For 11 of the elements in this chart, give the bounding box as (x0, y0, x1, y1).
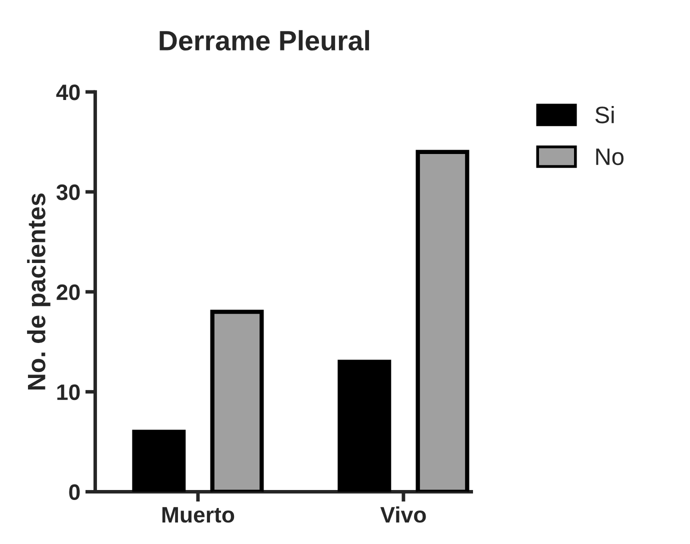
chart-title: Derrame Pleural (160, 30, 370, 51)
legend-label: Si (595, 106, 614, 124)
y-tick-label: 40 (56, 84, 80, 100)
y-tick-label: 20 (56, 284, 80, 300)
y-tick-label: 10 (57, 384, 80, 400)
x-tick-label: Vivo (380, 506, 426, 523)
y-tick-label: 30 (56, 184, 80, 200)
y-axis-title: No. de pacientes (27, 194, 50, 390)
x-tick-label: Muerto (162, 507, 234, 523)
y-tick-label: 0 (69, 484, 80, 500)
legend-label: No (596, 148, 624, 166)
